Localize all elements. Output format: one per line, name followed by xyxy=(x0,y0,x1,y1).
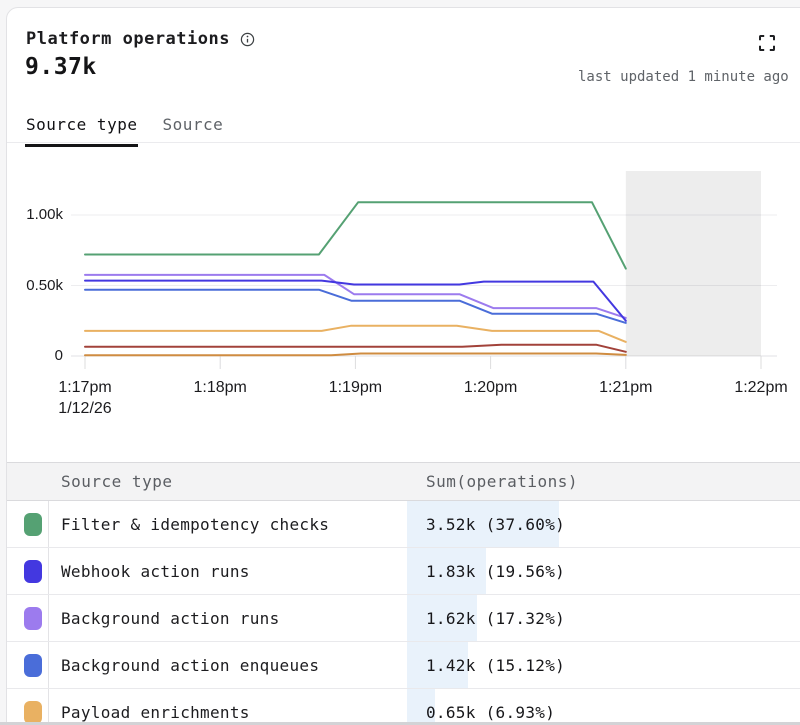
x-axis-date-label: 1/12/26 xyxy=(40,398,130,419)
series-line-filter-idempotency-checks xyxy=(85,202,626,268)
y-tick-label: 0 xyxy=(7,346,63,366)
x-tick-label: 1:17pm xyxy=(40,377,130,398)
table-row[interactable]: Webhook action runs 1.83k (19.56%) xyxy=(7,548,800,595)
total-value: 9.37k xyxy=(25,54,97,80)
row-label: Webhook action runs xyxy=(49,548,407,594)
x-tick-label: 1:21pm xyxy=(581,377,671,398)
row-label: Background action enqueues xyxy=(49,642,407,688)
row-value-cell: 1.62k (17.32%) xyxy=(407,595,800,641)
row-value: 1.83k (19.56%) xyxy=(407,562,565,581)
row-value: 3.52k (37.60%) xyxy=(407,515,565,534)
y-tick-label: 1.00k xyxy=(7,205,63,225)
row-value-cell: 0.65k (6.93%) xyxy=(407,689,800,725)
row-value-cell: 1.83k (19.56%) xyxy=(407,548,800,594)
swatch-cell xyxy=(7,642,49,688)
col-header-source-type: Source type xyxy=(7,472,407,491)
card-header: Platform operations xyxy=(26,29,255,49)
series-line-payload-enrichments xyxy=(85,326,626,342)
expand-icon[interactable] xyxy=(758,34,776,52)
col-header-sum-operations: Sum(operations) xyxy=(407,472,578,491)
row-label: Payload enrichments xyxy=(49,689,407,725)
series-line-1 xyxy=(85,345,626,352)
row-label: Filter & idempotency checks xyxy=(49,501,407,547)
x-tick-label: 1:19pm xyxy=(310,377,400,398)
row-value-cell: 3.52k (37.60%) xyxy=(407,501,800,547)
series-color-swatch xyxy=(24,701,42,724)
swatch-cell xyxy=(7,595,49,641)
row-label: Background action runs xyxy=(49,595,407,641)
x-tick-label: 1:18pm xyxy=(175,377,265,398)
y-tick-label: 0.50k xyxy=(7,276,63,296)
series-line-0 xyxy=(85,354,626,356)
swatch-cell xyxy=(7,548,49,594)
info-icon[interactable] xyxy=(240,32,255,47)
line-chart[interactable]: 1.00k 0.50k 0 1:17pm1/12/26 1:18pm 1:19pm 1:20… xyxy=(7,151,800,436)
swatch-cell xyxy=(7,689,49,725)
row-value: 0.65k (6.93%) xyxy=(407,703,555,722)
table-row[interactable]: Background action enqueues 1.42k (15.12%… xyxy=(7,642,800,689)
row-value-cell: 1.42k (15.12%) xyxy=(407,642,800,688)
series-color-swatch xyxy=(24,560,42,583)
x-tick-label: 1:20pm xyxy=(446,377,536,398)
table-header-row: Source type Sum(operations) xyxy=(7,462,800,501)
table-row[interactable]: Payload enrichments 0.65k (6.93%) xyxy=(7,689,800,725)
tab-divider xyxy=(7,142,800,143)
chart-canvas xyxy=(7,151,800,373)
table-row[interactable]: Filter & idempotency checks 3.52k (37.60… xyxy=(7,501,800,548)
card-title: Platform operations xyxy=(26,29,230,49)
x-tick-label: 1:22pm xyxy=(716,377,800,398)
table-row[interactable]: Background action runs 1.62k (17.32%) xyxy=(7,595,800,642)
table-body: Filter & idempotency checks 3.52k (37.60… xyxy=(7,501,800,725)
row-value: 1.42k (15.12%) xyxy=(407,656,565,675)
incomplete-data-region xyxy=(626,171,761,356)
row-value: 1.62k (17.32%) xyxy=(407,609,565,628)
series-color-swatch xyxy=(24,607,42,630)
legend-table: Source type Sum(operations) Filter & ide… xyxy=(7,462,800,725)
platform-operations-card: Platform operations 9.37k last updated 1… xyxy=(6,7,800,725)
swatch-cell xyxy=(7,501,49,547)
series-color-swatch xyxy=(24,654,42,677)
series-color-swatch xyxy=(24,513,42,536)
last-updated-text: last updated 1 minute ago xyxy=(578,69,789,85)
